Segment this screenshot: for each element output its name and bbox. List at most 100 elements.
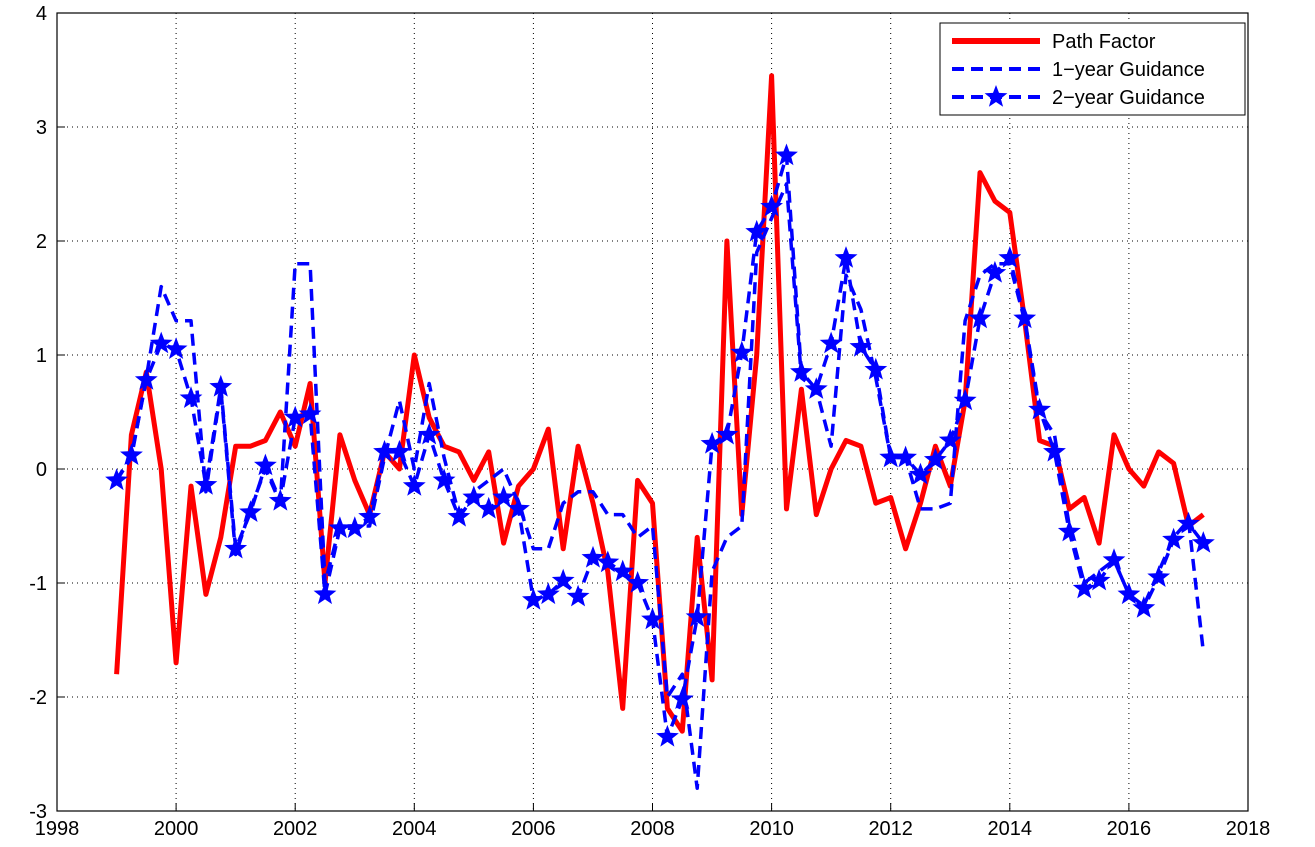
star-marker	[388, 439, 411, 462]
legend: Path Factor 1−year Guidance 2−year Guidanc…	[939, 22, 1246, 116]
star-marker	[536, 582, 560, 605]
x-tick-label: 2008	[630, 818, 675, 840]
series-line	[115, 153, 1205, 739]
star-marker	[745, 219, 769, 242]
star-marker	[358, 504, 382, 527]
star-marker	[1147, 565, 1171, 587]
x-tick-label: 2016	[1107, 818, 1152, 840]
star-marker	[164, 337, 188, 359]
star-marker	[938, 428, 962, 451]
star-marker	[923, 447, 947, 470]
star-marker	[402, 474, 426, 496]
star-marker	[775, 143, 798, 166]
star-marker	[432, 468, 456, 491]
star-marker	[149, 331, 173, 354]
star-marker	[1057, 519, 1081, 542]
star-marker	[239, 500, 262, 522]
x-tick-label: 2014	[988, 818, 1033, 840]
star-marker	[968, 306, 992, 329]
legend-star	[984, 85, 1008, 107]
star-marker	[953, 388, 977, 411]
star-marker	[819, 331, 843, 354]
star-marker	[1162, 527, 1185, 550]
star-marker	[120, 443, 143, 465]
star-marker	[1132, 596, 1156, 618]
y-tick-label: 1	[36, 345, 47, 367]
star-marker	[373, 439, 396, 462]
star-marker	[343, 516, 367, 538]
y-tick-label: 2	[36, 231, 47, 253]
y-tick-label: 3	[36, 117, 47, 139]
star-marker	[1102, 548, 1126, 570]
star-marker	[611, 559, 635, 582]
star-marker	[641, 607, 664, 630]
x-tick-label: 2000	[154, 818, 199, 840]
x-tick-label: 2010	[749, 818, 794, 840]
star-marker	[849, 335, 873, 357]
y-tick-label: 4	[36, 3, 47, 25]
x-tick-label: 2018	[1226, 818, 1271, 840]
series-line	[115, 182, 1206, 790]
star-marker	[179, 386, 203, 408]
star-marker	[1087, 568, 1111, 591]
star-marker	[417, 422, 441, 445]
legend-label: 2−year Guidance	[1052, 87, 1205, 109]
star-marker	[834, 246, 858, 268]
star-marker	[1013, 306, 1037, 329]
star-marker	[626, 571, 649, 593]
star-marker	[134, 368, 158, 390]
star-marker	[194, 473, 218, 495]
star-marker	[909, 462, 932, 485]
x-tick-label: 2004	[392, 818, 437, 840]
star-marker	[700, 431, 724, 454]
x-tick-label: 2012	[868, 818, 913, 840]
plot-frame	[56, 12, 1249, 812]
star-marker	[1028, 397, 1051, 420]
star-marker	[983, 260, 1007, 283]
star-marker	[715, 422, 739, 445]
star-marker	[581, 545, 605, 568]
legend-label: Path Factor	[1052, 31, 1156, 53]
star-marker	[596, 550, 620, 573]
star-marker	[551, 568, 575, 591]
star-marker	[1117, 582, 1141, 605]
star-marker	[268, 488, 292, 511]
y-tick-label: -3	[29, 801, 47, 823]
x-tick-label: 2006	[511, 818, 556, 840]
star-marker	[298, 402, 322, 424]
star-marker	[105, 468, 128, 491]
star-marker	[522, 588, 545, 610]
star-marker	[224, 536, 248, 559]
y-tick-label: 0	[36, 459, 47, 481]
star-marker	[685, 605, 709, 627]
star-marker	[998, 246, 1022, 268]
star-marker	[804, 377, 828, 399]
x-tick-label: 2002	[273, 818, 318, 840]
legend-label: 1−year Guidance	[1052, 59, 1205, 81]
star-marker	[730, 340, 754, 363]
star-marker	[879, 445, 903, 468]
star-marker	[1191, 531, 1215, 553]
star-marker	[447, 504, 471, 527]
x-tick-label: 1998	[35, 818, 80, 840]
star-marker	[507, 496, 530, 519]
star-marker	[283, 405, 307, 428]
star-marker	[209, 374, 233, 397]
star-marker	[656, 724, 679, 747]
star-marker	[313, 582, 337, 605]
star-marker	[1177, 511, 1200, 534]
star-marker	[760, 194, 783, 217]
y-tick-label: -2	[29, 687, 47, 709]
star-marker	[462, 485, 486, 508]
star-marker	[670, 687, 694, 709]
star-marker	[477, 496, 501, 519]
star-marker	[864, 357, 888, 380]
star-marker	[790, 360, 813, 382]
star-marker	[1043, 439, 1066, 462]
star-marker	[566, 584, 590, 607]
star-marker	[894, 445, 917, 468]
star-marker	[1072, 576, 1096, 599]
y-tick-label: -1	[29, 573, 47, 595]
